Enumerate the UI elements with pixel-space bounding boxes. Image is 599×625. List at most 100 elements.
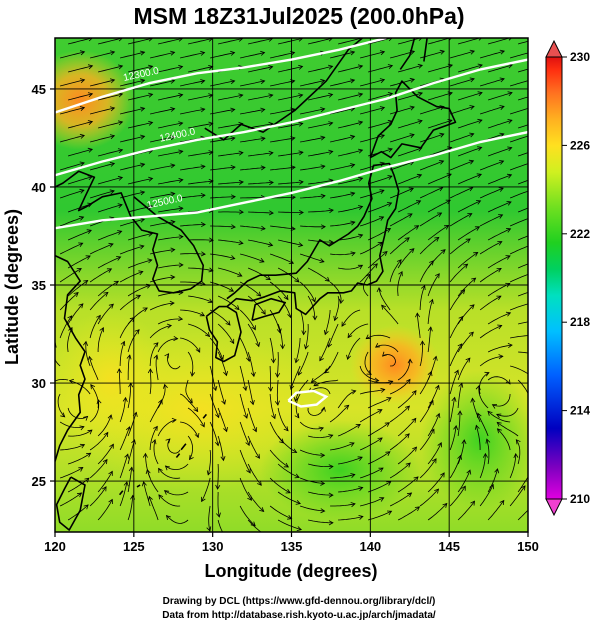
streamline (308, 179, 333, 185)
streamline-arrowhead (350, 473, 356, 478)
streamline-arrowhead (125, 426, 131, 432)
streamline-arrowhead (429, 399, 434, 406)
streamline-arrowhead (109, 161, 116, 167)
streamline-arrowhead (78, 216, 85, 221)
streamline-arrowhead (529, 188, 533, 192)
streamline-arrowhead (375, 343, 381, 348)
streamline-arrowhead (498, 354, 504, 360)
streamline-arrowhead (116, 256, 122, 261)
streamline (427, 225, 449, 241)
streamline (300, 80, 325, 87)
streamline-arrowhead (194, 432, 200, 439)
streamline (180, 108, 205, 115)
streamline-arrowhead (170, 135, 176, 141)
streamline (308, 491, 333, 496)
streamline-arrowhead (457, 410, 463, 416)
streamline (89, 243, 114, 255)
streamline (127, 284, 151, 297)
streamline-arrowhead (320, 135, 326, 141)
streamline-arrowhead (158, 494, 164, 500)
streamline (330, 252, 356, 256)
streamline (90, 107, 115, 115)
streamline (517, 235, 528, 241)
streamline-arrowhead (170, 50, 176, 56)
streamline-arrowhead (293, 396, 299, 403)
streamline (60, 444, 85, 451)
streamline (479, 214, 503, 227)
streamline (97, 256, 121, 269)
streamline (449, 238, 471, 255)
streamline (487, 92, 513, 101)
streamline-arrowhead (385, 228, 392, 233)
streamline-arrowhead (437, 442, 442, 448)
height-contours (55, 38, 528, 408)
streamline-arrowhead (120, 340, 126, 347)
streamline-arrowhead (117, 203, 123, 209)
streamline-arrowhead (230, 224, 236, 230)
streamline (509, 245, 528, 255)
streamline (187, 435, 194, 460)
streamline-arrowhead (195, 347, 201, 353)
streamline (330, 192, 355, 199)
streamline-arrowhead (298, 93, 304, 99)
streamline-arrowhead (78, 467, 84, 472)
streamline-arrowhead (381, 351, 388, 357)
streamline (150, 80, 175, 87)
streamline (477, 413, 489, 437)
streamline-arrowhead (409, 248, 415, 254)
streamline-arrowhead (215, 484, 221, 490)
streamline-arrowhead (283, 426, 289, 432)
streamline (185, 379, 193, 404)
streamline-arrowhead (200, 79, 206, 84)
streamline (69, 380, 91, 395)
streamline (120, 163, 145, 171)
streamline-arrowhead (200, 222, 206, 228)
streamline (518, 321, 528, 325)
streamline (389, 78, 415, 87)
streamline-arrowhead (463, 263, 469, 269)
streamline (247, 463, 262, 486)
streamline (367, 120, 393, 129)
streamline (270, 225, 296, 230)
streamline-arrowhead (257, 480, 262, 486)
streamline-arrowhead (494, 468, 500, 474)
streamline (278, 94, 303, 101)
streamline (90, 135, 115, 143)
streamline (248, 66, 273, 73)
streamline-arrowhead (387, 147, 393, 153)
streamline (165, 463, 189, 470)
streamline (89, 459, 108, 479)
streamline (247, 351, 255, 377)
streamline (449, 160, 474, 171)
streamline (59, 315, 73, 339)
streamline-arrowhead (485, 438, 491, 444)
streamline (180, 281, 206, 285)
streamline (419, 429, 435, 451)
streamline (338, 487, 363, 493)
streamline-arrowhead (413, 476, 419, 482)
streamline-arrowhead (292, 448, 298, 453)
coastline-china-east (55, 254, 86, 462)
streamline (218, 123, 243, 129)
streamline-arrowhead (471, 277, 477, 283)
streamline-arrowhead (528, 373, 533, 377)
streamline-arrowhead (387, 64, 394, 69)
streamline (486, 439, 490, 465)
streamline (334, 295, 340, 321)
streamline (367, 451, 391, 465)
streamline-arrowhead (200, 251, 206, 257)
streamline-arrowhead (170, 107, 176, 112)
streamline (290, 365, 301, 390)
streamline-arrowhead (153, 425, 158, 431)
streamline-arrowhead (531, 333, 535, 337)
streamline-arrowhead (238, 209, 244, 215)
streamline (188, 295, 213, 303)
streamline-arrowhead (451, 396, 457, 402)
streamline-arrowhead (505, 255, 511, 260)
streamline (367, 422, 390, 437)
streamline-arrowhead (228, 287, 235, 292)
streamline-arrowhead (349, 78, 356, 84)
streamline-arrowhead (379, 50, 386, 56)
streamline-arrowhead (439, 132, 445, 138)
streamline (509, 453, 517, 479)
